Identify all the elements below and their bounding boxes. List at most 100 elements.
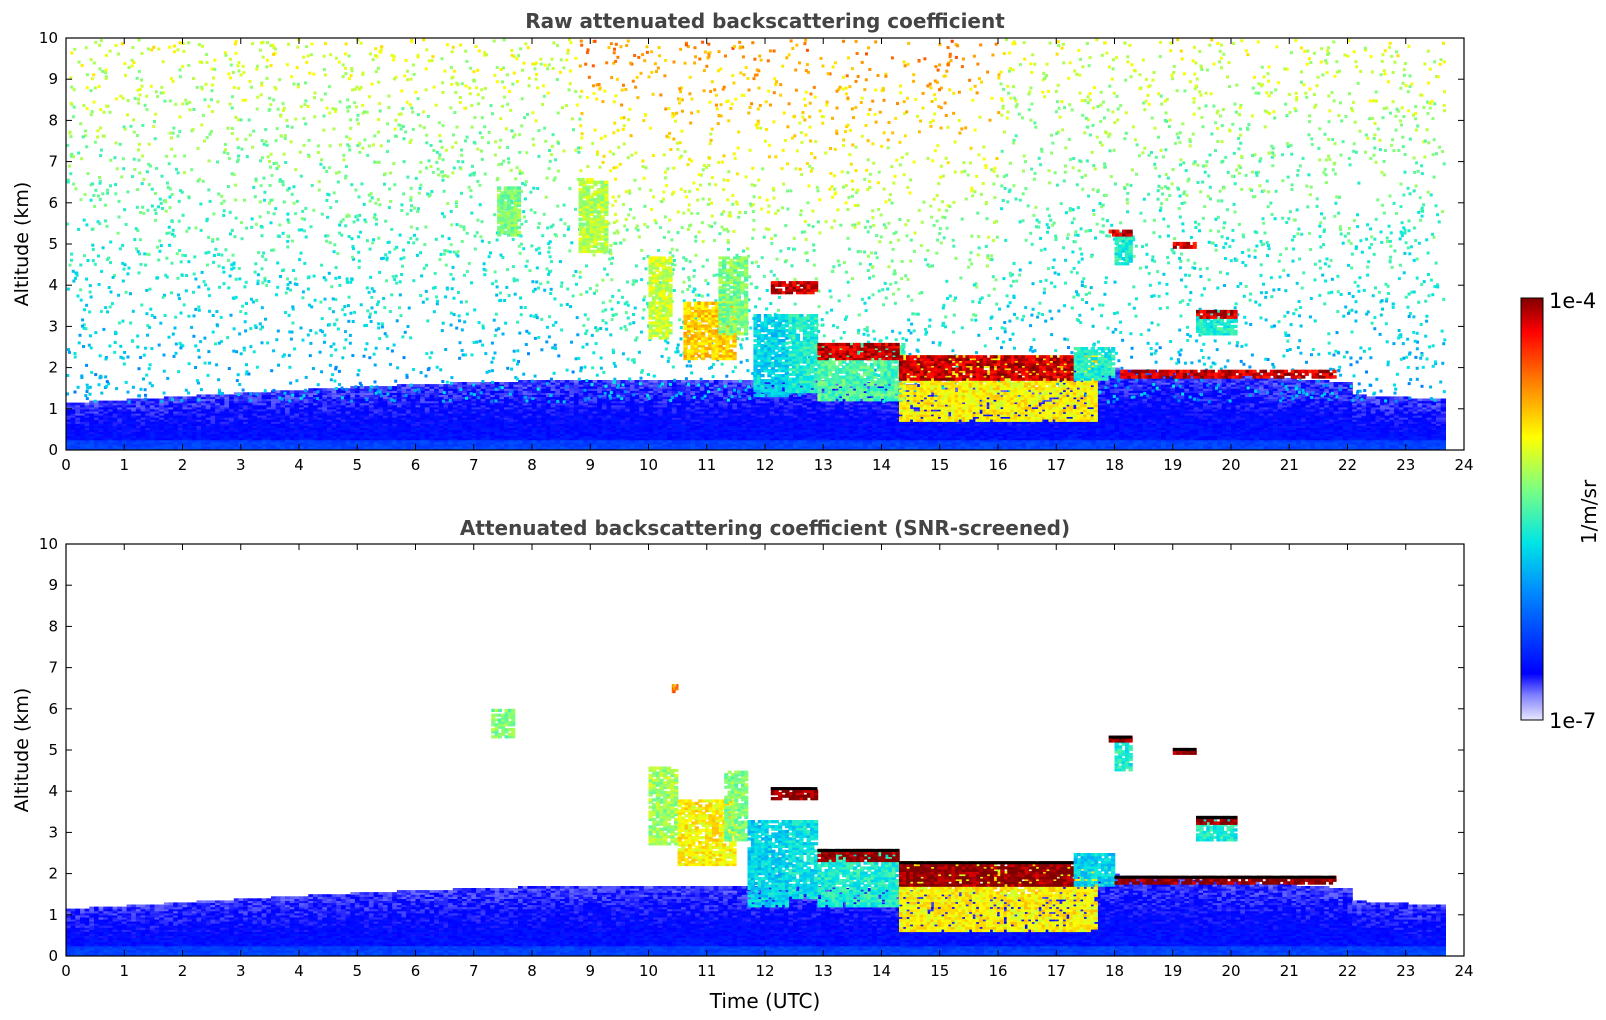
backscatter-cell bbox=[266, 441, 272, 445]
backscatter-cell bbox=[480, 394, 486, 398]
backscatter-cell bbox=[424, 402, 431, 406]
backscatter-cell bbox=[75, 445, 81, 449]
backscatter-cell bbox=[420, 388, 426, 391]
backscatter-cell bbox=[424, 412, 431, 416]
backscatter-cell bbox=[84, 412, 90, 416]
backscatter-cell bbox=[224, 402, 230, 406]
backscatter-cell bbox=[140, 412, 146, 416]
backscatter-cell bbox=[443, 400, 449, 404]
backscatter-cell bbox=[103, 406, 109, 410]
backscatter-cell bbox=[410, 400, 417, 404]
backscatter-cell bbox=[196, 421, 202, 424]
backscatter-cell bbox=[219, 400, 226, 404]
backscatter-cell bbox=[145, 423, 151, 426]
backscatter-cell bbox=[406, 425, 412, 428]
backscatter-cell bbox=[224, 421, 230, 424]
backscatter-cell bbox=[252, 425, 258, 428]
backscatter-cell bbox=[271, 419, 277, 422]
backscatter-cell bbox=[294, 427, 300, 430]
backscatter-cell bbox=[205, 421, 212, 424]
backscatter-cell bbox=[140, 417, 146, 420]
backscatter-cell bbox=[215, 400, 221, 404]
backscatter-cell bbox=[336, 408, 342, 412]
backscatter-cell bbox=[210, 425, 216, 428]
backscatter-cell bbox=[98, 400, 104, 404]
backscatter-cell bbox=[466, 421, 473, 424]
backscatter-cell bbox=[322, 431, 328, 435]
backscatter-cell bbox=[378, 396, 384, 400]
backscatter-cell bbox=[80, 412, 86, 416]
backscatter-cell bbox=[299, 404, 305, 408]
backscatter-cell bbox=[187, 437, 193, 441]
backscatter-cell bbox=[452, 417, 459, 420]
backscatter-cell bbox=[135, 423, 142, 426]
backscatter-cell bbox=[229, 443, 235, 447]
backscatter-cell bbox=[480, 417, 486, 420]
backscatter-cell bbox=[94, 427, 100, 430]
backscatter-cell bbox=[210, 394, 216, 398]
backscatter-cell bbox=[261, 445, 267, 449]
backscatter-cell bbox=[354, 398, 361, 402]
backscatter-cell bbox=[331, 429, 337, 433]
backscatter-cell bbox=[140, 408, 146, 412]
backscatter-cell bbox=[354, 419, 361, 422]
backscatter-cell bbox=[340, 427, 347, 430]
backscatter-cell bbox=[149, 415, 156, 418]
backscatter-cell bbox=[89, 412, 95, 416]
backscatter-cell bbox=[271, 392, 277, 395]
backscatter-cell bbox=[387, 421, 393, 424]
backscatter-cell bbox=[89, 431, 95, 435]
backscatter-cell bbox=[420, 392, 426, 395]
backscatter-cell bbox=[504, 382, 510, 385]
backscatter-cell bbox=[382, 412, 389, 416]
backscatter-cell bbox=[327, 437, 333, 441]
backscatter-cell bbox=[229, 396, 235, 400]
backscatter-cell bbox=[173, 443, 179, 447]
backscatter-cell bbox=[457, 445, 463, 449]
backscatter-cell bbox=[452, 443, 459, 447]
backscatter-cell bbox=[271, 396, 277, 400]
backscatter-cell bbox=[317, 425, 323, 428]
backscatter-cell bbox=[187, 421, 193, 424]
backscatter-cell bbox=[303, 404, 309, 408]
backscatter-cell bbox=[415, 429, 421, 433]
backscatter-cell bbox=[364, 433, 370, 437]
backscatter-cell bbox=[373, 431, 379, 435]
backscatter-cell bbox=[471, 412, 477, 416]
backscatter-cell bbox=[98, 406, 104, 410]
backscatter-cell bbox=[392, 410, 398, 414]
backscatter-cell bbox=[392, 406, 398, 410]
backscatter-cell bbox=[382, 390, 389, 393]
backscatter-cell bbox=[471, 437, 477, 441]
backscatter-cell bbox=[182, 429, 188, 433]
backscatter-cell bbox=[173, 421, 179, 424]
backscatter-cell bbox=[448, 419, 454, 422]
backscatter-cell bbox=[66, 419, 72, 422]
backscatter-cell bbox=[173, 412, 179, 416]
backscatter-cell bbox=[410, 439, 417, 443]
backscatter-cell bbox=[466, 427, 473, 430]
backscatter-cell bbox=[434, 396, 440, 400]
backscatter-cell bbox=[285, 431, 291, 435]
backscatter-cell bbox=[317, 396, 323, 400]
backscatter-cell bbox=[149, 433, 156, 437]
backscatter-cell bbox=[317, 427, 323, 430]
backscatter-cell bbox=[252, 394, 258, 398]
backscatter-cell bbox=[406, 429, 412, 433]
backscatter-cell bbox=[476, 437, 482, 441]
backscatter-cell bbox=[438, 441, 445, 445]
backscatter-cell bbox=[392, 441, 398, 445]
backscatter-cell bbox=[215, 435, 221, 439]
backscatter-cell bbox=[219, 396, 226, 400]
backscatter-cell bbox=[154, 443, 160, 447]
backscatter-cell bbox=[299, 441, 305, 445]
backscatter-cell bbox=[145, 400, 151, 404]
backscatter-cell bbox=[406, 408, 412, 412]
backscatter-cell bbox=[271, 398, 277, 402]
backscatter-cell bbox=[173, 437, 179, 441]
backscatter-cell bbox=[327, 417, 333, 420]
backscatter-cell bbox=[438, 406, 445, 410]
backscatter-cell bbox=[434, 400, 440, 404]
backscatter-cell bbox=[420, 435, 426, 439]
backscatter-cell bbox=[420, 394, 426, 398]
